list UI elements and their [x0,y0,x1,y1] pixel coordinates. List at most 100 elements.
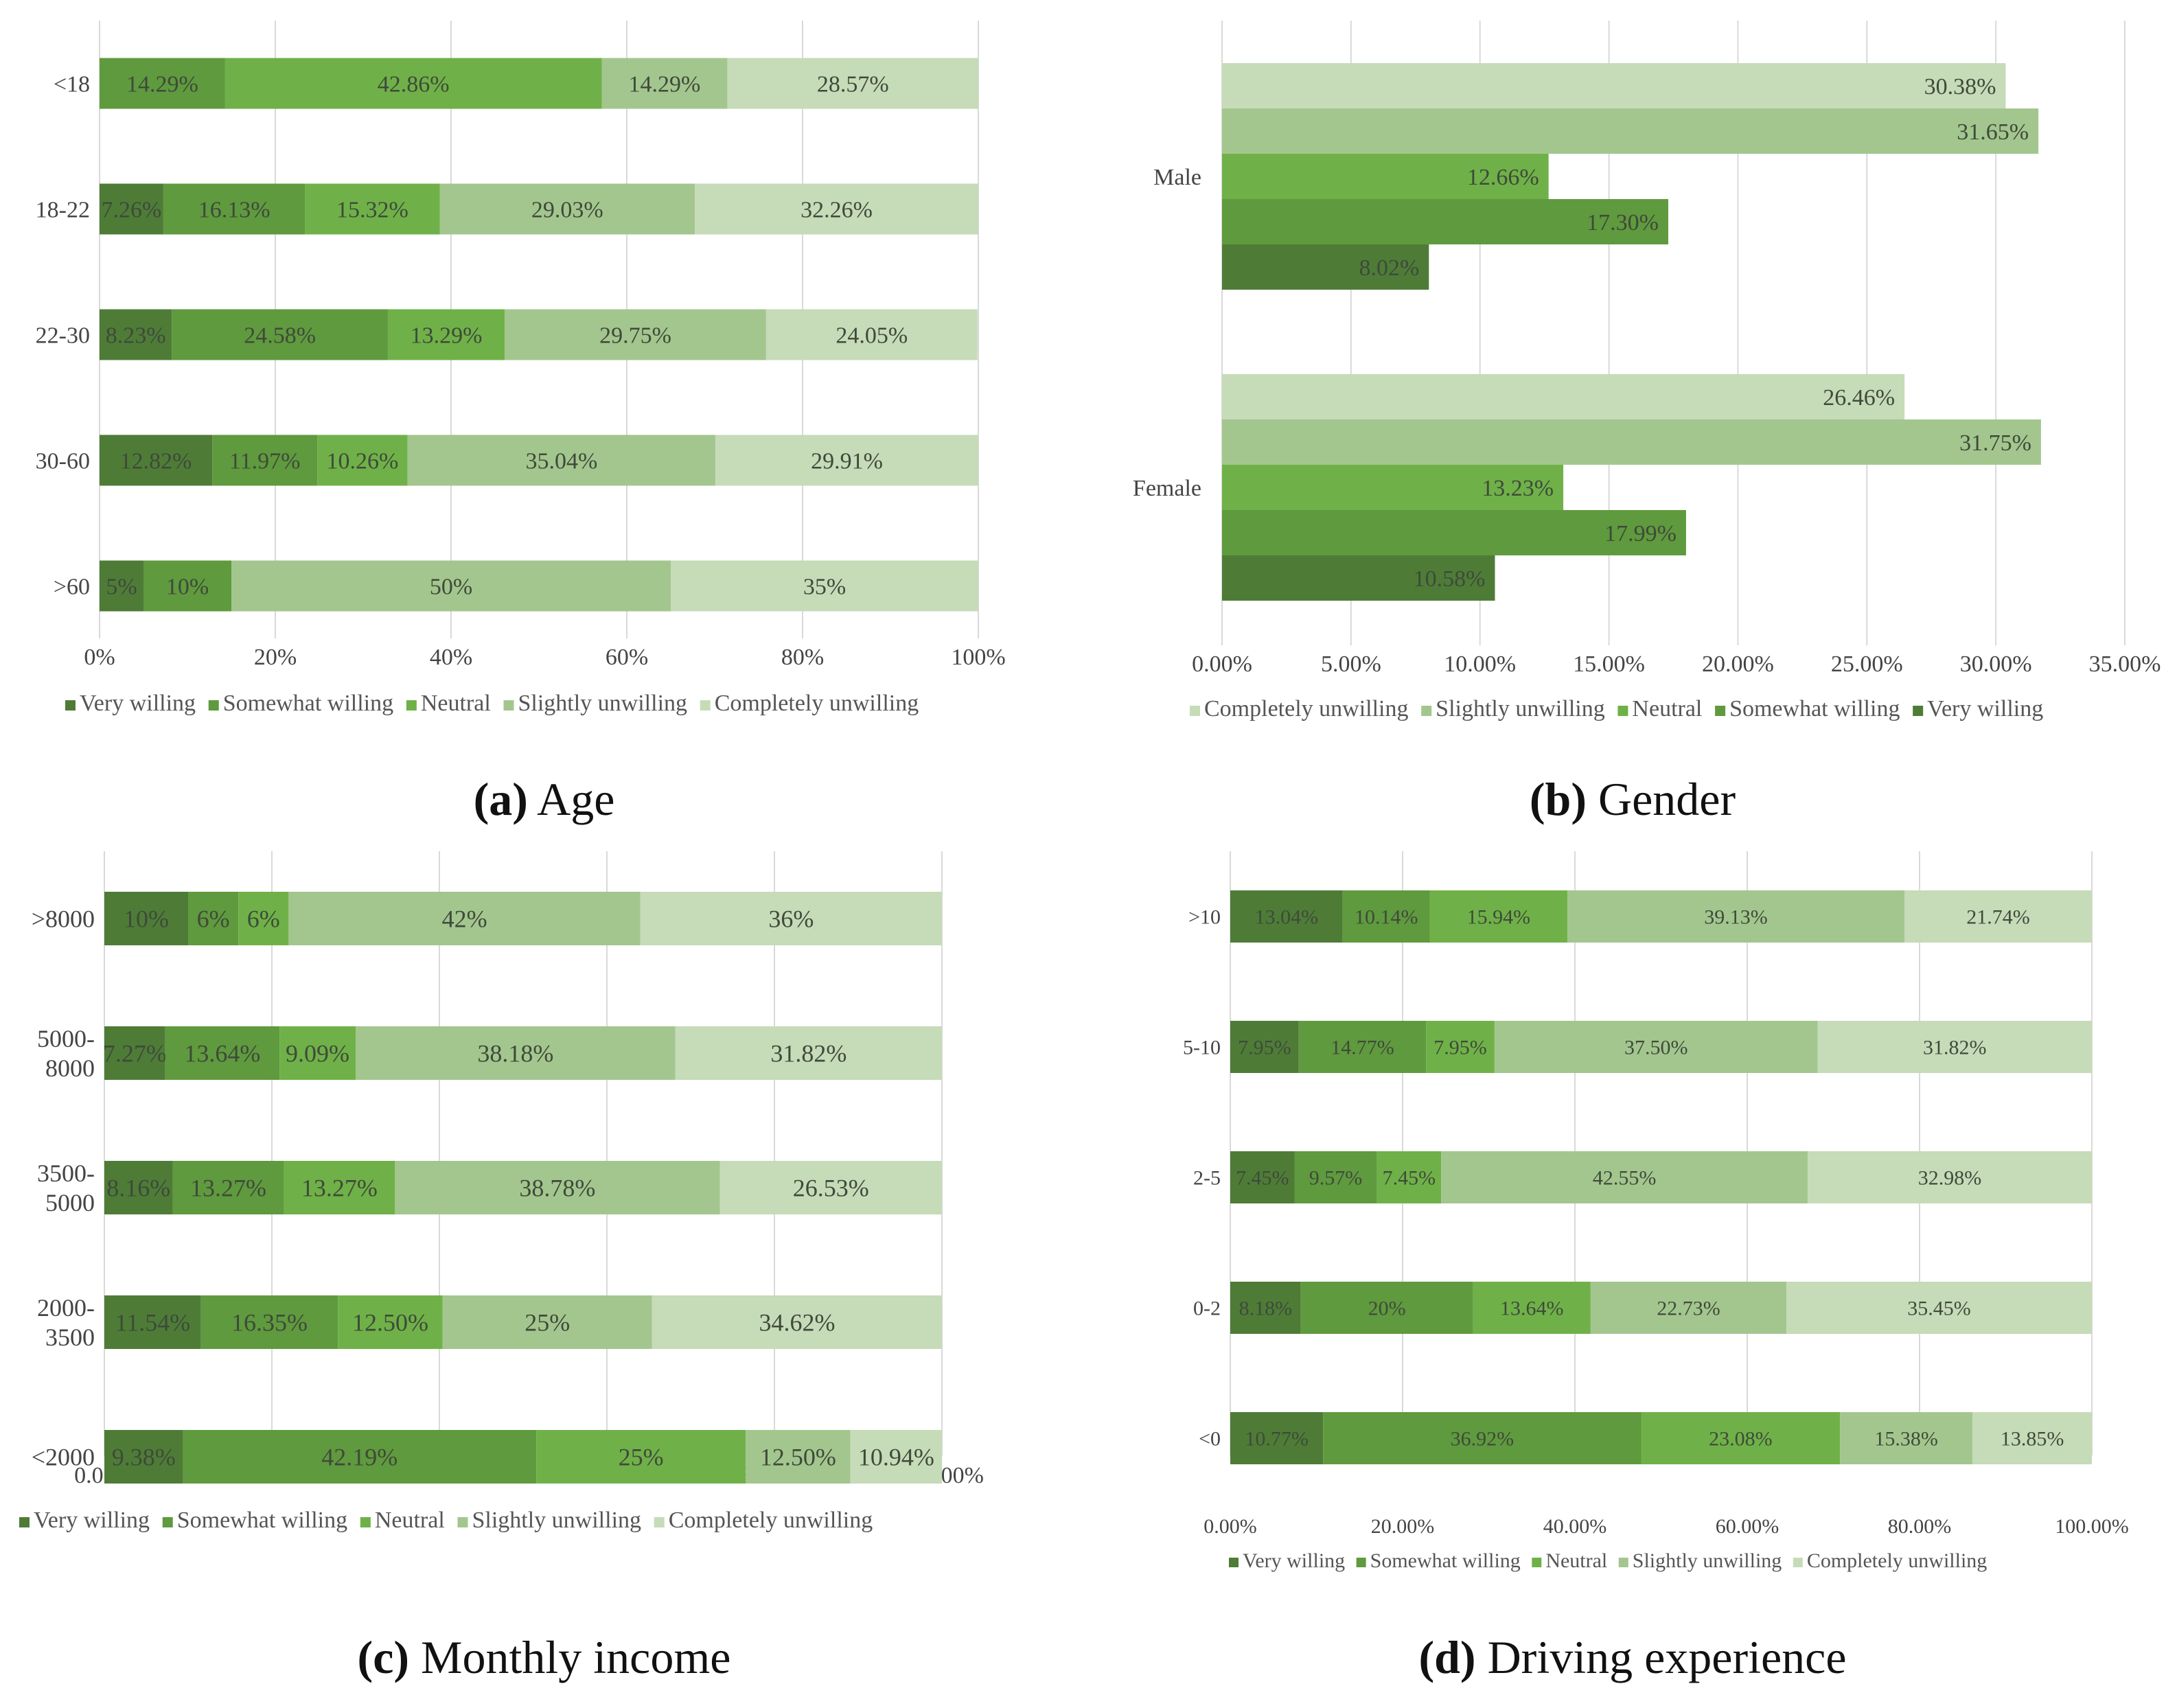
category-label: <0 [1199,1428,1221,1451]
data-label: 25% [619,1444,664,1471]
bar-somewhat-willing [1294,1151,1377,1203]
data-label: 10.14% [1355,906,1418,929]
bar-somewhat-willing [212,435,318,486]
bar-very-willing [1222,555,1495,601]
data-label: 16.35% [231,1309,308,1337]
bar-neutral [387,309,505,360]
data-label: 11.54% [115,1309,191,1337]
category-label: Male [1153,165,1201,190]
data-label: 42.86% [378,71,450,97]
legend-swatch [1913,706,1924,716]
legend-label: Very willing [1243,1549,1345,1572]
caption-letter: (d) [1418,1631,1476,1683]
legend-label: Completely unwilling [1204,696,1408,722]
bar-very-willing [104,1295,201,1349]
bar-somewhat-willing [1222,510,1686,555]
bar-very-willing [100,183,163,235]
legend-label: Completely unwilling [715,691,919,716]
bar-very-willing [1230,1412,1324,1464]
legend-label: Slightly unwilling [1633,1549,1782,1572]
bar-very-willing [100,560,143,612]
bar-slightly-unwilling [1441,1151,1808,1203]
data-label: 32.98% [1918,1167,1982,1190]
category-label: 2000- [37,1294,95,1322]
bar-slightly-unwilling [1590,1282,1787,1334]
bar-somewhat-willing [1222,199,1668,244]
bar-neutral [1641,1412,1841,1464]
bar-completely-unwilling [715,435,978,486]
legend-label: Slightly unwilling [518,691,687,716]
data-label: 36.92% [1451,1428,1514,1451]
category-label: 5000 [45,1189,95,1216]
bar-neutral [279,1026,356,1080]
bar-completely-unwilling [1222,374,1905,419]
bar-very-willing [100,309,172,360]
x-tick-label: 100% [951,645,1005,670]
x-tick-label: 40% [430,645,472,670]
bar-somewhat-willing [1298,1021,1427,1073]
bar-slightly-unwilling [288,892,641,945]
legend-swatch [19,1517,30,1527]
bar-slightly-unwilling [1494,1021,1818,1073]
data-label: 17.99% [1604,521,1677,546]
legend: Very willing Somewhat willing Neutral Sligh… [19,1508,873,1533]
data-label: 24.05% [836,323,908,348]
data-label: 28.57% [817,71,889,97]
bar-very-willing [1230,1021,1299,1073]
chart-svg-gender: 0.00% 5.00% 10.00% 15.00% 20.00% 25.00% 30.00%… [1133,21,2161,722]
data-label: 42.55% [1593,1167,1657,1190]
bar-completely-unwilling [652,1295,943,1349]
data-label: 29.75% [599,323,671,348]
chart-panel-age: 0% 20% 40% 60% 80% 100% 14.29% 42.86% 14.29% 28.5… [0,0,1088,851]
data-label: 14.29% [126,71,198,97]
data-label: 9.57% [1309,1167,1363,1190]
data-label: 7.45% [1236,1167,1289,1190]
data-label: 13.85% [2001,1428,2064,1451]
legend-swatch [457,1517,468,1527]
data-label: 7.95% [1238,1037,1291,1059]
x-tick-label: 20.00% [1702,651,1774,677]
data-label: 34.62% [759,1309,835,1337]
x-tick-label: 10.00% [1444,651,1516,677]
data-label: 9.38% [112,1444,176,1471]
data-label: 13.29% [411,323,483,348]
legend-swatch [1532,1558,1542,1567]
data-label: 7.26% [102,197,162,222]
legend-swatch [1356,1558,1366,1567]
data-label: 26.46% [1823,385,1895,411]
legend: Completely unwilling Slightly unwilling Ne… [1190,696,2043,722]
bar-neutral [1473,1282,1591,1334]
data-label: 30.38% [1924,74,1996,100]
data-label: 7.45% [1383,1167,1436,1190]
bar-completely-unwilling [719,1161,943,1214]
legend-swatch [1715,706,1726,716]
bar-completely-unwilling [695,183,978,235]
data-label: 21.74% [1966,906,2030,929]
legend-label: Very willing [1927,696,2043,722]
data-label: 7.27% [103,1040,167,1068]
bar-very-willing [104,1026,165,1080]
legend-swatch [503,700,514,711]
data-label: 11.97% [229,448,301,474]
data-label: 23.08% [1709,1428,1773,1451]
legend-swatch [1617,706,1628,716]
data-label: 29.03% [531,197,603,222]
bar-neutral [224,58,602,109]
legend-swatch [1618,1558,1628,1567]
data-label: 5% [106,574,137,599]
data-label: 20% [1368,1297,1406,1320]
bar-slightly-unwilling [395,1161,720,1214]
legend-label: Neutral [1632,696,1702,722]
legend-swatch [1229,1558,1239,1567]
bar-slightly-unwilling [746,1430,851,1484]
data-label: 10% [124,905,169,933]
legend-label: Neutral [421,691,491,716]
caption-income: (c) Monthly income [0,1630,1088,1685]
bar-somewhat-willing [172,309,388,360]
category-label: 5000- [37,1025,95,1052]
x-tick-label: 20.00% [1371,1515,1435,1538]
bar-slightly-unwilling [1840,1412,1973,1464]
category-label: 5-10 [1183,1037,1221,1059]
data-label: 10% [166,574,209,599]
bar-somewhat-willing [1323,1412,1642,1464]
